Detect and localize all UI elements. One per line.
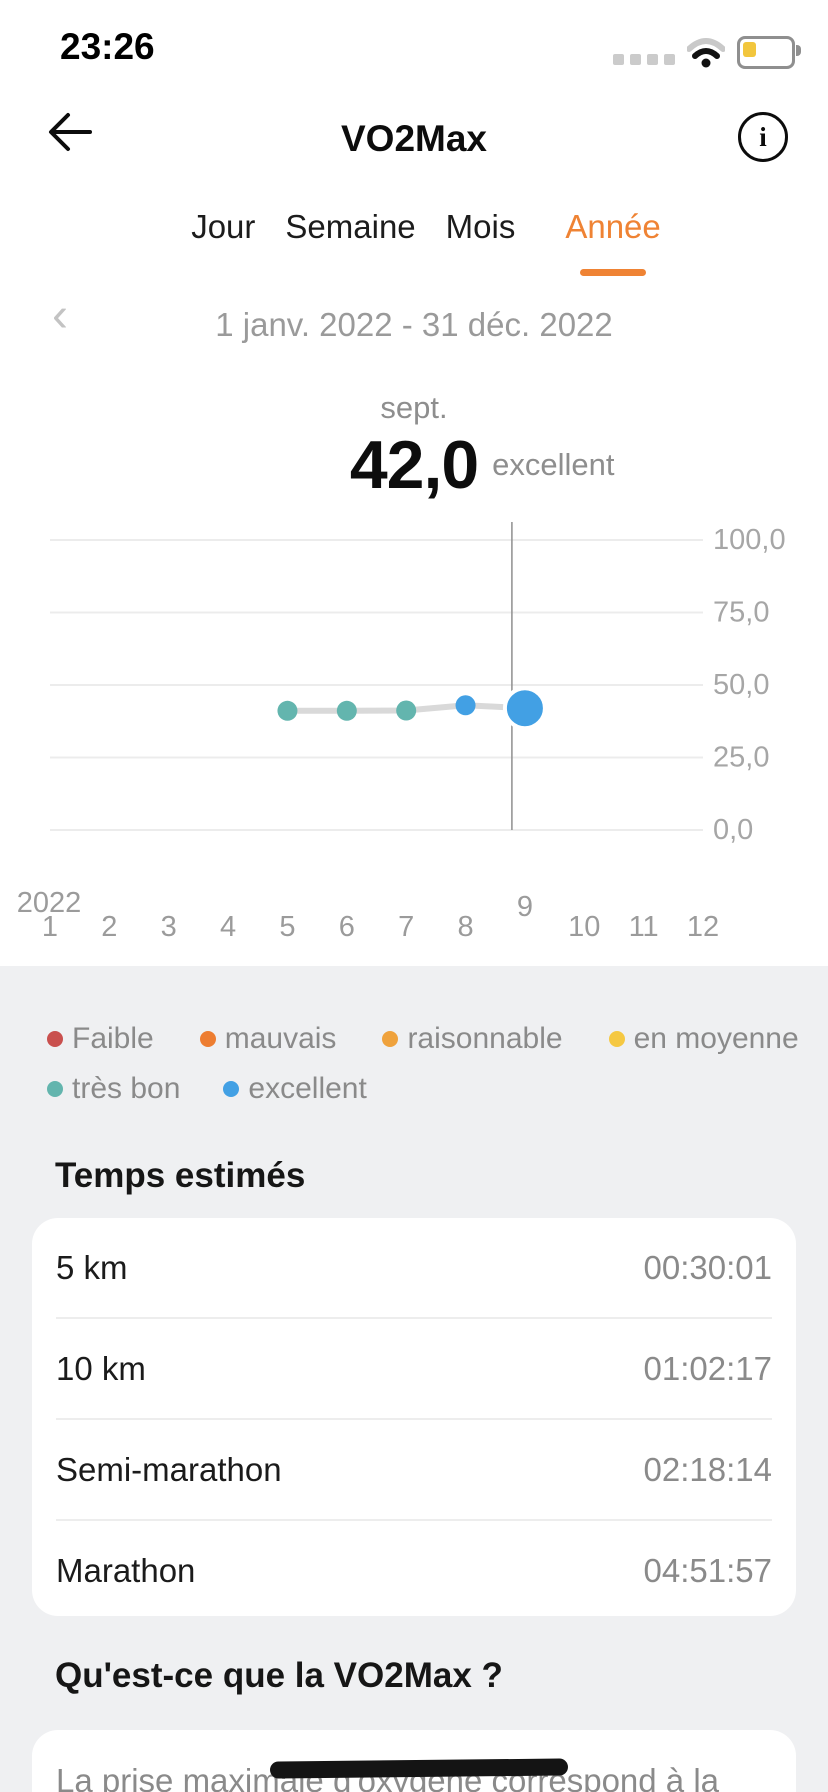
legend-label: Faible — [72, 1022, 154, 1055]
tab-semaine[interactable]: Semaine — [285, 208, 416, 245]
legend-dot-icon — [47, 1031, 63, 1047]
info-icon: i — [759, 121, 767, 152]
distance-label: 10 km — [56, 1349, 146, 1387]
previous-period-button[interactable]: ‹ — [52, 292, 68, 340]
chevron-left-icon: ‹ — [52, 289, 68, 342]
legend-label: en moyenne — [633, 1022, 799, 1055]
x-axis-month-label-1[interactable]: 1 — [42, 911, 58, 943]
battery-level — [743, 42, 756, 57]
status-icons — [613, 36, 801, 69]
time-value: 01:02:17 — [643, 1349, 772, 1387]
battery-icon — [737, 36, 801, 69]
legend-label: mauvais — [224, 1022, 337, 1055]
back-button[interactable] — [44, 110, 96, 154]
selected-month-label: sept. — [380, 390, 448, 425]
redaction-bar — [269, 1758, 569, 1779]
x-axis-month-label-7[interactable]: 7 — [398, 911, 414, 943]
vo2max-value: 42,0 — [349, 427, 479, 503]
tab-année[interactable]: Année — [565, 208, 661, 276]
period-tabs: Jour Semaine Mois Année — [12, 208, 828, 276]
chart-point-month-8[interactable] — [455, 695, 476, 716]
y-axis-label: 0,0 — [713, 814, 753, 846]
x-axis-month-label-11[interactable]: 11 — [629, 911, 659, 943]
x-axis-month-label-4[interactable]: 4 — [220, 911, 236, 943]
selected-value-line: 42,0 excellent — [0, 428, 828, 521]
legend-dot-icon — [199, 1031, 216, 1047]
wifi-icon — [687, 37, 725, 67]
x-axis-month-label-9[interactable]: 9 — [517, 891, 533, 923]
time-value: 02:18:14 — [643, 1450, 772, 1488]
tab-mois[interactable]: Mois — [445, 208, 516, 245]
legend-dot-icon — [47, 1081, 63, 1097]
time-row-marathon: Marathon 04:51:57 — [56, 1519, 772, 1620]
time-row-5-km: 5 km 00:30:01 — [56, 1218, 772, 1317]
estimated-times-card: 5 km 00:30:01 10 km 01:02:17 Semi-marathon 02… — [32, 1218, 796, 1616]
y-axis-label: 100,0 — [713, 524, 786, 556]
vo2max-rating: excellent — [492, 447, 615, 482]
distance-label: Marathon — [56, 1551, 196, 1589]
distance-label: Semi-marathon — [56, 1450, 282, 1488]
legend-item-en-moyenne: en moyenne — [608, 1022, 799, 1056]
x-axis-month-label-2[interactable]: 2 — [101, 911, 117, 943]
tab-jour[interactable]: Jour — [191, 208, 256, 245]
x-axis-month-label-12[interactable]: 12 — [687, 911, 719, 943]
y-axis-label: 50,0 — [713, 669, 769, 701]
time-row-semi-marathon: Semi-marathon 02:18:14 — [56, 1418, 772, 1519]
x-axis-month-label-8[interactable]: 8 — [457, 911, 473, 943]
arrow-left-icon — [49, 113, 92, 151]
chart-point-month-7[interactable] — [396, 700, 417, 721]
distance-label: 5 km — [56, 1248, 128, 1286]
chart-legend-row-2: très bon excellent — [47, 1072, 367, 1106]
legend-item-excellent: excellent — [223, 1072, 367, 1106]
x-axis-month-label-3[interactable]: 3 — [161, 911, 177, 943]
x-axis-year-label: 2022 — [17, 887, 82, 919]
time-row-10-km: 10 km 01:02:17 — [56, 1317, 772, 1418]
legend-dot-icon — [608, 1031, 625, 1047]
signal-strength-icon — [613, 54, 675, 65]
legend-label: très bon — [72, 1072, 181, 1105]
legend-label: excellent — [248, 1072, 367, 1105]
estimated-times-heading: Temps estimés — [55, 1156, 306, 1195]
legend-item-mauvais: mauvais — [199, 1022, 337, 1056]
legend-item-faible: Faible — [47, 1022, 154, 1056]
about-heading: Qu'est-ce que la VO2Max ? — [55, 1656, 503, 1695]
x-axis-month-label-6[interactable]: 6 — [339, 911, 355, 943]
date-range-label: 1 janv. 2022 - 31 déc. 2022 — [215, 306, 613, 343]
legend-dot-icon — [382, 1031, 399, 1047]
info-button[interactable]: i — [738, 112, 788, 162]
chart-point-month-9[interactable] — [502, 686, 547, 731]
time-value: 00:30:01 — [643, 1248, 772, 1286]
chart-point-month-6[interactable] — [336, 700, 357, 721]
legend-item-très-bon: très bon — [47, 1072, 180, 1106]
legend-dot-icon — [223, 1081, 240, 1097]
y-axis-label: 75,0 — [713, 597, 769, 629]
legend-item-raisonnable: raisonnable — [382, 1022, 563, 1056]
status-time: 23:26 — [60, 26, 155, 67]
x-axis-month-label-10[interactable]: 10 — [568, 911, 600, 943]
x-axis-month-label-5[interactable]: 5 — [279, 911, 295, 943]
chart-point-month-5[interactable] — [277, 700, 298, 721]
active-tab-underline — [580, 269, 647, 276]
time-value: 04:51:57 — [643, 1551, 772, 1589]
legend-label: raisonnable — [407, 1022, 563, 1055]
y-axis-label: 25,0 — [713, 742, 769, 774]
page-title: VO2Max — [340, 118, 487, 159]
